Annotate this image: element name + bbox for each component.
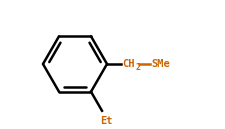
Text: 2: 2 bbox=[135, 63, 140, 72]
Text: SMe: SMe bbox=[151, 59, 170, 69]
Text: Et: Et bbox=[100, 116, 112, 126]
Text: CH: CH bbox=[122, 59, 135, 69]
